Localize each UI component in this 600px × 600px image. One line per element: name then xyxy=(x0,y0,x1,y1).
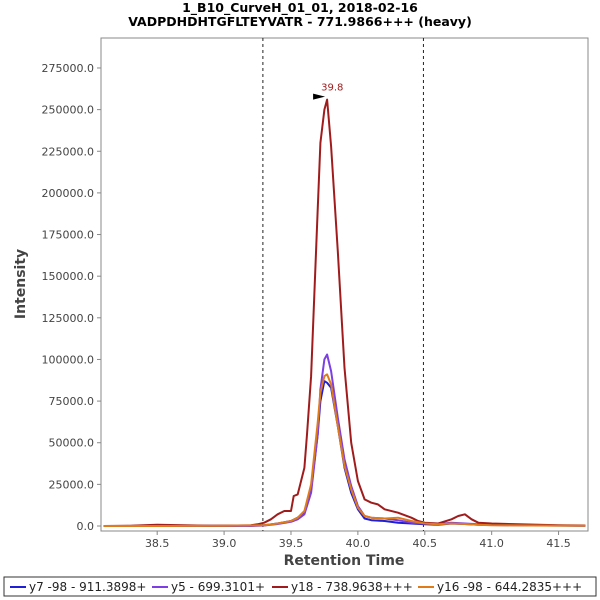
x-tick-label: 39.0 xyxy=(212,537,237,550)
y-tick-label: 275000.0 xyxy=(42,62,95,75)
y-tick-label: 250000.0 xyxy=(42,104,95,117)
y-tick-label: 75000.0 xyxy=(49,395,95,408)
peak-apex-label: 39.8 xyxy=(321,83,343,94)
y-tick-label: 25000.0 xyxy=(49,478,95,491)
x-axis-title: Retention Time xyxy=(284,553,405,569)
legend: y7 -98 - 911.3898+ y5 - 699.3101+ y18 - 73… xyxy=(10,580,582,594)
y-axis-title: Intensity xyxy=(13,249,29,319)
y-tick-label: 100000.0 xyxy=(42,353,95,366)
x-tick-label: 41.0 xyxy=(479,537,504,550)
legend-item-label: y7 -98 - 911.3898+ xyxy=(29,580,146,594)
y-tick-label: 150000.0 xyxy=(42,270,95,283)
chart-subtitle: VADPDHDHTGFLTEYVATR - 771.9866+++ (heavy… xyxy=(128,14,472,29)
x-axis-ticks: 38.5 39.0 39.5 40.0 40.5 41.0 41.5 xyxy=(145,531,571,550)
y-tick-label: 225000.0 xyxy=(42,145,95,158)
legend-item-label: y5 - 699.3101+ xyxy=(171,580,265,594)
y-tick-label: 175000.0 xyxy=(42,229,95,242)
x-tick-label: 38.5 xyxy=(145,537,170,550)
legend-item-label: y18 - 738.9638+++ xyxy=(291,580,413,594)
x-tick-label: 41.5 xyxy=(546,537,571,550)
y-tick-label: 0.0 xyxy=(77,520,95,533)
x-tick-label: 39.5 xyxy=(279,537,304,550)
y-tick-label: 125000.0 xyxy=(42,312,95,325)
legend-item-label: y16 -98 - 644.2835+++ xyxy=(437,580,582,594)
y-tick-label: 200000.0 xyxy=(42,187,95,200)
x-tick-label: 40.5 xyxy=(413,537,438,550)
y-tick-label: 50000.0 xyxy=(49,437,95,450)
y-axis-ticks: 0.0 25000.0 50000.0 75000.0 100000.0 125000.0… xyxy=(42,62,102,533)
x-tick-label: 40.0 xyxy=(346,537,371,550)
